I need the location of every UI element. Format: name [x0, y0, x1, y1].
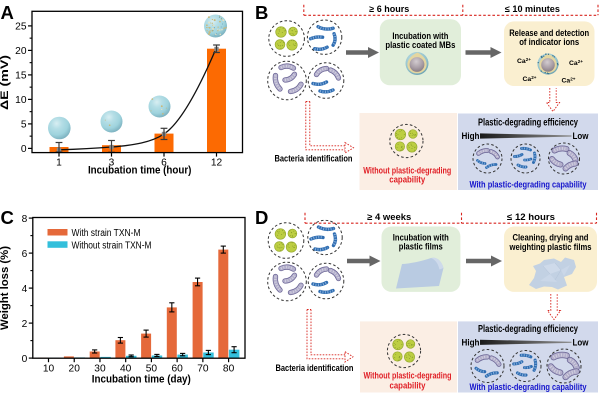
svg-text:50: 50	[146, 364, 158, 375]
svg-text:6: 6	[22, 249, 28, 260]
svg-text:Ca2+: Ca2+	[569, 59, 583, 67]
svg-text:15: 15	[15, 71, 27, 82]
svg-text:Release and detection: Release and detection	[509, 28, 589, 38]
svg-text:A: A	[1, 2, 14, 23]
svg-text:Incubation with: Incubation with	[392, 31, 448, 41]
svg-text:30: 30	[94, 364, 106, 375]
svg-text:Bacteria identification: Bacteria identification	[276, 363, 354, 373]
svg-text:Incubation with: Incubation with	[393, 232, 449, 242]
svg-text:12: 12	[211, 158, 223, 169]
svg-text:10: 10	[15, 95, 27, 106]
svg-text:With plastic-degrading capabil: With plastic-degrading capability	[470, 382, 588, 393]
svg-text:D: D	[255, 207, 268, 228]
svg-text:≤ 10 minutes: ≤ 10 minutes	[505, 4, 560, 14]
svg-text:With strain TXN-M: With strain TXN-M	[72, 228, 141, 239]
svg-text:Cleaning, drying and: Cleaning, drying and	[513, 232, 589, 242]
svg-text:80: 80	[223, 364, 235, 375]
svg-text:25: 25	[15, 22, 27, 33]
svg-text:1: 1	[56, 158, 62, 169]
svg-text:≥ 6 hours: ≥ 6 hours	[369, 4, 409, 14]
svg-text:High: High	[462, 131, 480, 141]
svg-text:ΔE (mV): ΔE (mV)	[0, 55, 11, 110]
svg-text:With plastic-degrading capabil: With plastic-degrading capability	[470, 180, 588, 191]
svg-text:Low: Low	[573, 337, 590, 347]
svg-text:Incubation time (hour): Incubation time (hour)	[88, 165, 192, 177]
svg-text:20: 20	[69, 364, 81, 375]
svg-text:0: 0	[21, 144, 27, 155]
svg-text:capability: capability	[389, 175, 426, 186]
svg-text:of indicator ions: of indicator ions	[519, 37, 579, 47]
svg-text:4: 4	[22, 284, 28, 295]
svg-text:70: 70	[197, 364, 209, 375]
svg-text:40: 40	[120, 364, 132, 375]
svg-text:Plastic-degrading efficiency: Plastic-degrading efficiency	[478, 118, 578, 129]
svg-text:High: High	[462, 337, 480, 347]
svg-text:Weight loss (%): Weight loss (%)	[0, 246, 11, 330]
svg-text:5: 5	[21, 120, 27, 131]
svg-text:plastic films: plastic films	[399, 242, 443, 252]
svg-text:6: 6	[161, 158, 167, 169]
svg-text:10: 10	[43, 364, 55, 375]
svg-text:Without plastic-degrading: Without plastic-degrading	[364, 370, 452, 381]
svg-text:Ca2+: Ca2+	[517, 57, 531, 65]
svg-text:Plastic-degrading efficiency: Plastic-degrading efficiency	[478, 324, 578, 335]
svg-text:plastic coated MBs: plastic coated MBs	[385, 40, 455, 50]
svg-text:capability: capability	[390, 380, 427, 391]
svg-text:8: 8	[22, 214, 28, 225]
svg-text:Ca2+: Ca2+	[523, 75, 537, 83]
svg-text:0: 0	[22, 354, 28, 365]
svg-text:B: B	[255, 2, 268, 23]
svg-text:≤ 12 hours: ≤ 12 hours	[507, 212, 555, 222]
svg-text:Incubation time (day): Incubation time (day)	[92, 374, 191, 386]
svg-text:20: 20	[15, 46, 27, 57]
svg-text:Low: Low	[573, 131, 590, 141]
svg-text:C: C	[1, 207, 14, 228]
svg-text:Without strain TXN-M: Without strain TXN-M	[72, 240, 152, 251]
svg-text:3: 3	[109, 158, 115, 169]
svg-text:Without plastic-degrading: Without plastic-degrading	[363, 165, 451, 176]
svg-text:≥ 4 weeks: ≥ 4 weeks	[367, 212, 411, 222]
svg-text:Bacteria identification: Bacteria identification	[275, 154, 353, 164]
svg-text:2: 2	[22, 319, 28, 330]
svg-text:weighting plastic films: weighting plastic films	[509, 242, 592, 252]
svg-text:Ca2+: Ca2+	[562, 76, 576, 84]
svg-text:60: 60	[171, 364, 183, 375]
